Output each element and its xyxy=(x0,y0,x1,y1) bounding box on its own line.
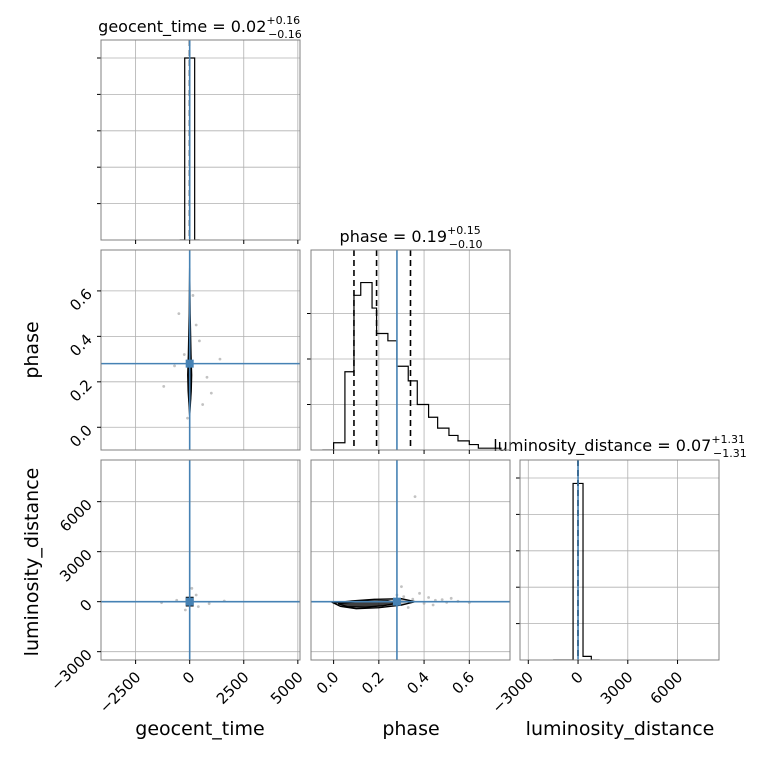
x-tick-label-phase: 0.2 xyxy=(358,668,388,698)
sample-point xyxy=(201,403,205,406)
sample-point xyxy=(205,375,209,379)
truth-marker xyxy=(185,359,194,368)
sample-point xyxy=(190,586,194,590)
sample-point xyxy=(406,606,410,609)
x-tick-label-geocent-time: 5000 xyxy=(267,668,307,708)
panel-geocent-time-geocent-time xyxy=(97,39,301,241)
sample-point xyxy=(400,585,403,589)
panel-phase-phase xyxy=(307,249,511,451)
sample-point xyxy=(431,603,435,607)
y-tick-label-luminosity-distance: 6000 xyxy=(56,496,96,536)
sample-point xyxy=(183,608,187,612)
y-tick-label-phase: 0.0 xyxy=(66,421,96,451)
x-tick-label-phase: 0.6 xyxy=(449,668,479,698)
panel-content xyxy=(553,460,600,660)
x-tick-label-luminosity-distance: 0 xyxy=(567,668,586,687)
truth-marker xyxy=(392,597,401,606)
sample-point xyxy=(173,364,176,368)
y-tick-label-luminosity-distance: −3000 xyxy=(47,646,96,695)
sample-point xyxy=(427,596,430,599)
title-geocent-time: geocent_time = 0.02+0.16 −0.16 xyxy=(98,14,302,41)
panel-frame xyxy=(310,459,511,661)
histogram-phase xyxy=(322,281,502,450)
sample-point xyxy=(418,591,421,595)
sample-point xyxy=(177,312,181,316)
y-tick-label-phase: 0.4 xyxy=(66,330,96,360)
sample-point xyxy=(182,353,186,356)
x-tick-label-luminosity-distance: 3000 xyxy=(597,668,637,708)
sample-point xyxy=(411,597,415,601)
x-axis-label-luminosity-distance: luminosity_distance xyxy=(526,718,715,740)
sample-point xyxy=(413,495,417,499)
y-tick-label-phase: 0.2 xyxy=(66,376,96,406)
panel-content xyxy=(322,250,502,450)
panel-luminosity-distance-geocent-time xyxy=(100,459,301,661)
x-tick-label-geocent-time: 2500 xyxy=(213,668,253,708)
title-phase: phase = 0.19+0.15 −0.10 xyxy=(340,224,483,251)
panel-frame xyxy=(519,459,720,661)
panel-frame xyxy=(100,459,301,661)
panel-frame xyxy=(310,249,511,451)
panel-content xyxy=(179,40,200,240)
x-tick-label-geocent-time: −2500 xyxy=(96,668,145,717)
sample-point xyxy=(440,598,444,602)
sample-point xyxy=(162,384,166,388)
sample-point xyxy=(218,357,222,361)
sample-point xyxy=(186,416,189,420)
x-tick-label-phase: 0.4 xyxy=(403,668,433,698)
x-tick-label-phase: 0.0 xyxy=(313,668,343,698)
panel-content xyxy=(101,250,300,450)
y-axis-label-phase: phase xyxy=(21,321,43,378)
panel-content xyxy=(101,460,300,660)
sample-point xyxy=(449,596,453,600)
sample-point xyxy=(191,294,195,297)
y-tick-label-phase: 0.6 xyxy=(66,285,96,315)
x-axis-label-geocent-time: geocent_time xyxy=(135,718,264,740)
x-tick-label-luminosity-distance: 6000 xyxy=(647,668,687,708)
y-tick-label-luminosity-distance: 3000 xyxy=(56,546,96,586)
panel-luminosity-distance-luminosity-distance xyxy=(516,459,720,661)
y-tick-label-luminosity-distance: 0 xyxy=(76,596,95,615)
y-axis-label-luminosity-distance: luminosity_distance xyxy=(21,468,43,657)
panel-frame xyxy=(100,249,301,451)
sample-point xyxy=(402,595,406,599)
sample-point xyxy=(196,605,200,609)
panel-frame xyxy=(100,39,301,241)
sample-point xyxy=(194,323,198,327)
sample-point xyxy=(209,391,213,395)
sample-point xyxy=(198,339,201,343)
sample-point xyxy=(194,593,198,597)
x-tick-label-luminosity-distance: −3000 xyxy=(489,668,538,717)
histogram-luminosity-distance xyxy=(553,482,600,660)
x-tick-label-geocent-time: 0 xyxy=(179,668,198,687)
sample-point xyxy=(422,601,426,605)
panel-luminosity-distance-phase xyxy=(310,459,511,661)
sample-point xyxy=(207,602,211,606)
panel-phase-geocent-time xyxy=(100,249,301,451)
truth-marker xyxy=(185,597,194,606)
title-luminosity-distance: luminosity_distance = 0.07+1.31 −1.31 xyxy=(493,433,747,460)
x-axis-label-phase: phase xyxy=(382,718,439,740)
panel-content xyxy=(311,460,510,660)
